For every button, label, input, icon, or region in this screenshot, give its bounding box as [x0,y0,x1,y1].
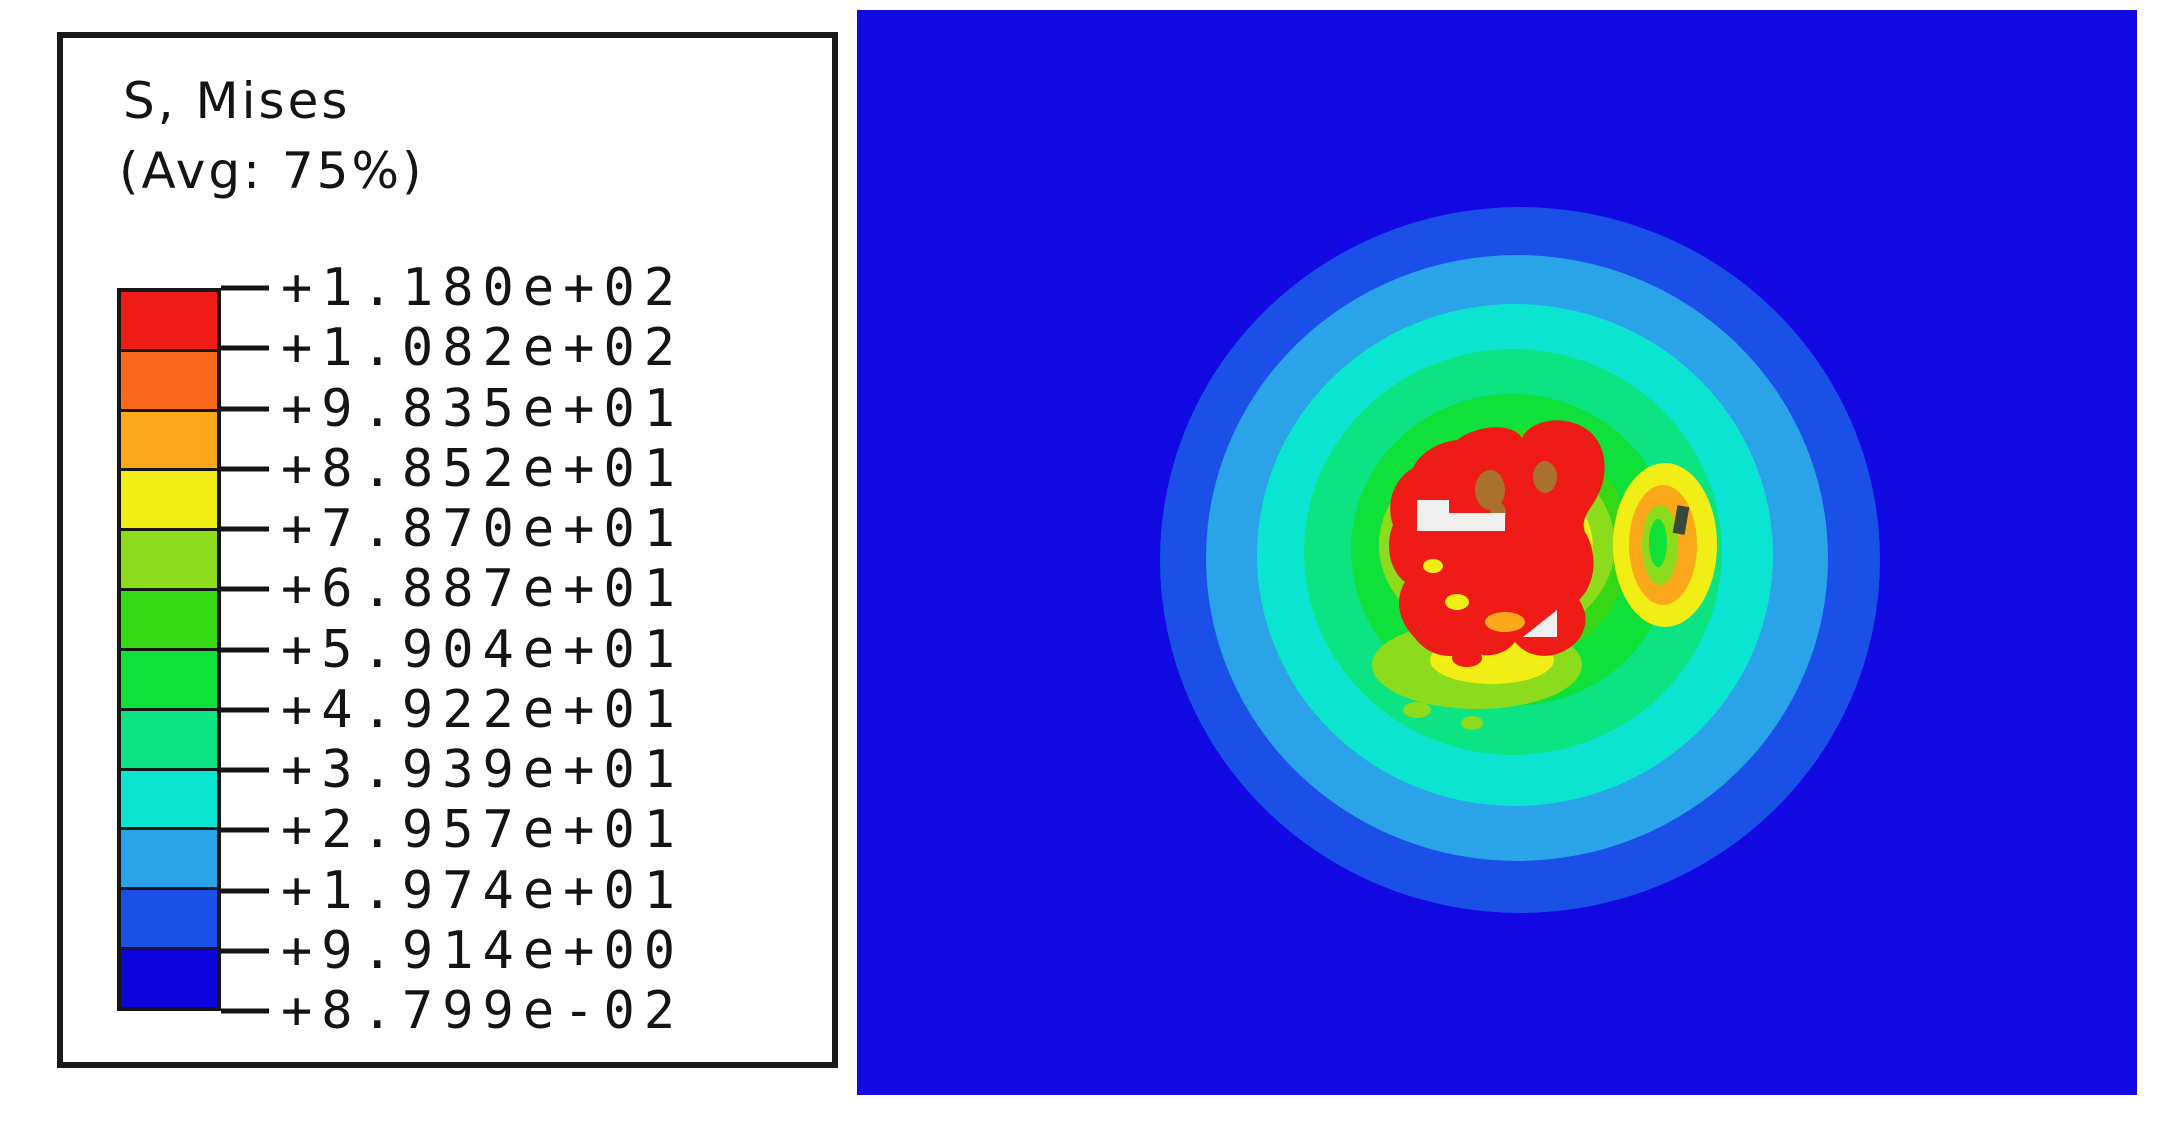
colorbar-ticks: +1.180e+02 +1.082e+02 +9.835e+01 +8.852e+01… [221,258,781,1041]
contour-plot [857,10,2137,1095]
contour-speck-chartreuse [1461,716,1483,730]
colorbar-tick-label: +7.870e+01 [281,499,685,559]
colorbar-band [121,591,217,651]
colorbar-tick [221,827,269,833]
colorbar-band [121,890,217,951]
orange-patch [1485,612,1525,632]
eye-dark-mark [1672,505,1690,535]
white-bar-patch [1417,500,1505,531]
colorbar-tick [221,1008,269,1014]
colorbar-band [121,650,217,711]
colorbar-tick-label: +8.799e-02 [281,981,685,1041]
colorbar-tick-label: +1.974e+01 [281,861,685,921]
contour-red-fragment [1452,649,1482,667]
colorbar-tick-label: +6.887e+01 [281,559,685,619]
colorbar-tick [221,285,269,291]
legend-box: S, Mises (Avg: 75%) +1.180e+02 +1.082e+02… [57,32,838,1068]
colorbar-tick [221,948,269,954]
contour-speck-chartreuse [1403,702,1431,718]
colorbar-tick-label: +8.852e+01 [281,439,685,499]
colorbar-band [121,830,217,891]
colorbar-tick [221,345,269,351]
colorbar-band [121,531,217,592]
colorbar-tick [221,707,269,713]
colorbar-tick-label: +5.904e+01 [281,620,685,680]
colorbar-tick [221,888,269,894]
colorbar-tick [221,526,269,532]
colorbar-band [121,471,217,532]
brown-spot [1475,470,1505,510]
yellow-patch [1423,559,1443,573]
colorbar-band [121,351,217,412]
colorbar-tick [221,767,269,773]
colorbar-band [121,710,217,771]
contour-viewport[interactable] [857,10,2137,1095]
colorbar-tick [221,647,269,653]
colorbar-tick-label: +2.957e+01 [281,800,685,860]
colorbar-tick-label: +4.922e+01 [281,680,685,740]
colorbar-tick-label: +9.914e+00 [281,921,685,981]
colorbar-band [121,950,217,1007]
yellow-patch [1445,594,1469,610]
brown-spot [1533,461,1557,493]
colorbar-tick [221,406,269,412]
white-triangle-patch [1523,610,1557,637]
colorbar-tick-label: +9.835e+01 [281,379,685,439]
colorbar-tick [221,586,269,592]
colorbar-band [121,411,217,472]
colorbar-tick-label: +1.180e+02 [281,258,685,318]
colorbar-tick-label: +3.939e+01 [281,740,685,800]
colorbar-band [121,292,217,352]
colorbar-bands [117,288,221,1011]
colorbar-tick [221,466,269,472]
colorbar-tick-label: +1.082e+02 [281,318,685,378]
colorbar-band [121,770,217,831]
legend-title: S, Mises [123,72,351,130]
eye-core-green [1649,519,1667,567]
legend-subtitle: (Avg: 75%) [119,142,425,200]
